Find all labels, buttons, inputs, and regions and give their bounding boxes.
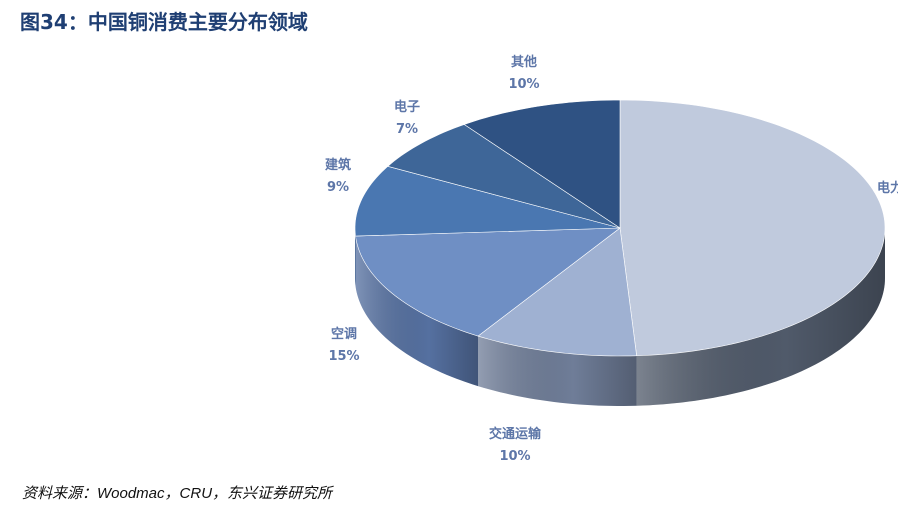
pie-slice-0 [619, 99, 886, 357]
slice-label-electronics: 电子 7% [393, 100, 420, 137]
pie-side-shade-3 [355, 228, 356, 287]
source-note: 资料来源：Woodmac，CRU，东兴证券研究所 [22, 485, 333, 502]
pie-slice-5 [463, 99, 621, 229]
pie-slice-3 [354, 166, 621, 237]
slice-label-other: 其他 10% [508, 55, 540, 92]
pie-side-shade-1 [478, 336, 637, 406]
pie-side-shade-2 [355, 236, 479, 387]
pie-slice-2 [355, 227, 621, 337]
slice-label-transport: 交通运输 10% [488, 427, 541, 464]
slice-label-power: 电力 [876, 181, 898, 196]
figure-title: 图34：中国铜消费主要分布领域 [20, 10, 308, 34]
pie-side-shade-0 [636, 228, 885, 406]
slice-label-aircon: 空调 15% [328, 327, 360, 364]
pie-slice-1 [477, 227, 637, 357]
pie-slice-4 [387, 124, 621, 229]
slice-label-construction: 建筑 9% [324, 158, 351, 195]
